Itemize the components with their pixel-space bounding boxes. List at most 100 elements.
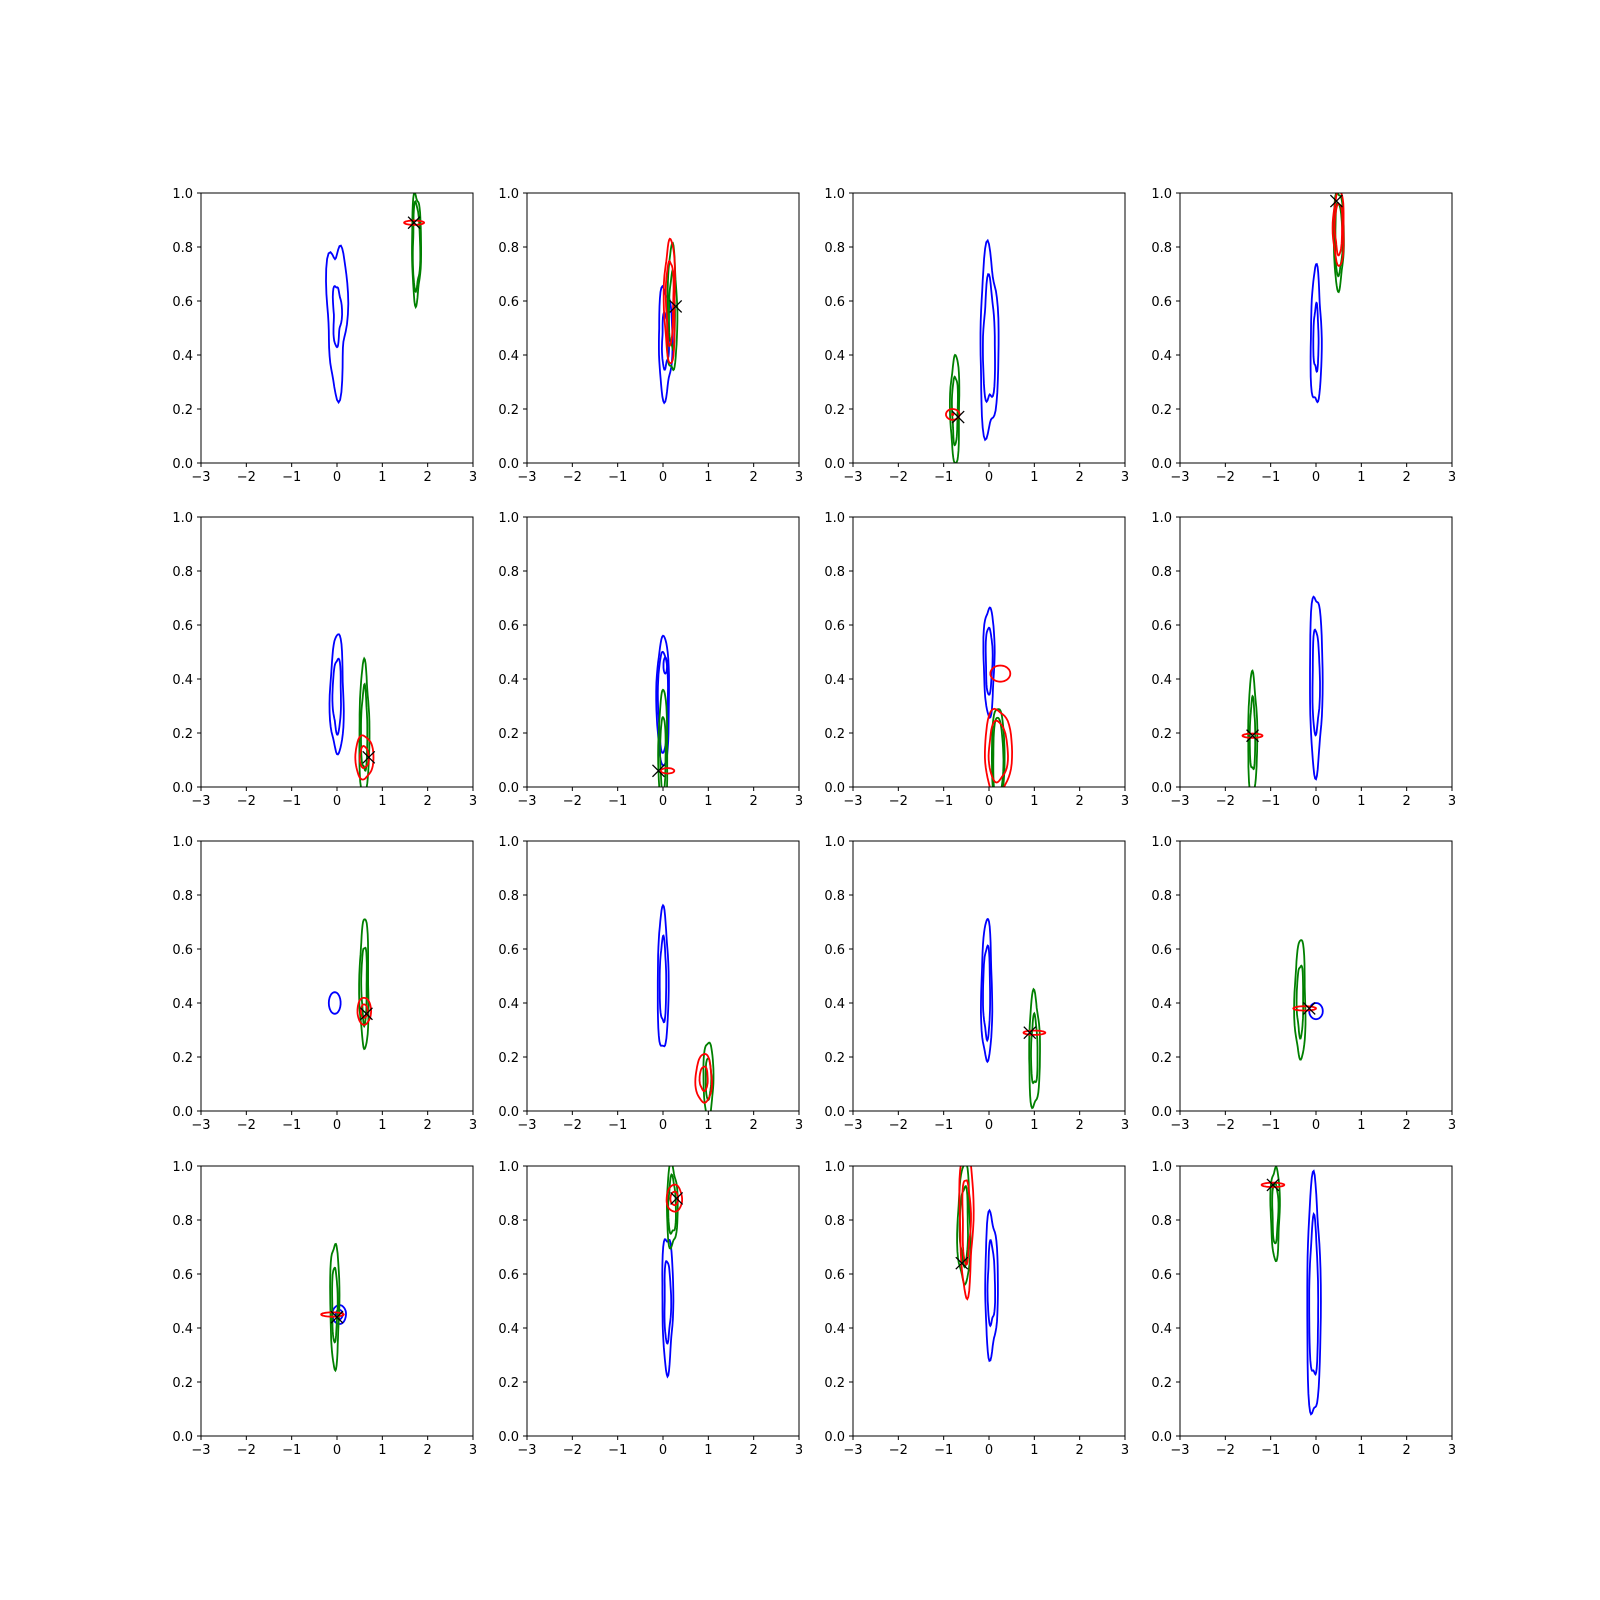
x-marker (330, 1310, 344, 1324)
blue-contour (1311, 628, 1321, 737)
x-tick-label: 1 (1030, 1118, 1038, 1133)
y-tick-label: 0.4 (1151, 349, 1172, 364)
x-tick-label: 2 (1403, 1443, 1411, 1458)
x-tick-label: 2 (1403, 794, 1411, 809)
y-tick-label: 0.8 (1151, 1214, 1172, 1229)
x-tick-label: −1 (608, 1118, 627, 1133)
red-contour (1241, 732, 1264, 739)
subplot-11: −3 −2 −1 0 1 2 3 0.0 0.2 0.4 0.6 0.8 1.0 (824, 835, 1129, 1133)
x-tick-label: 0 (985, 1443, 993, 1458)
blue-contour (331, 285, 344, 349)
x-tick-label: 3 (1448, 1118, 1456, 1133)
x-tick-label: −1 (1261, 1118, 1280, 1133)
x-tick-label: 2 (424, 1118, 432, 1133)
x-tick-label: −3 (843, 1118, 862, 1133)
y-tick-label: 0.6 (498, 619, 519, 634)
x-tick-label: 3 (1448, 1443, 1456, 1458)
red-contour (356, 997, 373, 1026)
y-tick-label: 0.2 (172, 1051, 193, 1066)
subplot-3: −3 −2 −1 0 1 2 3 0.0 0.2 0.4 0.6 0.8 1.0 (824, 187, 1129, 485)
x-tick-label: −2 (889, 1443, 908, 1458)
axes-frame (1179, 840, 1453, 1112)
y-tick-label: 0.2 (824, 1051, 845, 1066)
x-tick-label: 0 (1312, 1118, 1320, 1133)
x-tick-label: 0 (985, 1118, 993, 1133)
y-tick-label: 0.6 (824, 1268, 845, 1283)
x-tick-label: −2 (563, 470, 582, 485)
green-contour (411, 193, 422, 310)
plot-area (945, 238, 1000, 463)
y-tick-label: 0.6 (824, 943, 845, 958)
x-tick-label: −1 (1261, 470, 1280, 485)
blue-contour (663, 1260, 673, 1345)
x-tick-label: 3 (469, 794, 477, 809)
x-tick-label: 0 (659, 1118, 667, 1133)
x-tick-label: 0 (985, 470, 993, 485)
y-tick-label: 1.0 (172, 1160, 193, 1175)
y-tick-label: 0.0 (824, 781, 845, 796)
subplot-15: −3 −2 −1 0 1 2 3 0.0 0.2 0.4 0.6 0.8 1.0 (824, 1160, 1129, 1458)
y-tick-label: 0.4 (498, 1322, 519, 1337)
red-contour (1022, 1029, 1047, 1036)
y-tick-label: 0.0 (824, 1430, 845, 1445)
blue-contour (328, 633, 345, 756)
x-tick-label: −1 (282, 794, 301, 809)
y-tick-label: 1.0 (1151, 1160, 1172, 1175)
y-tick-label: 1.0 (172, 835, 193, 850)
green-contour (360, 682, 369, 772)
y-tick-label: 0.0 (172, 1105, 193, 1120)
x-tick-label: 3 (795, 470, 803, 485)
y-tick-label: 0.2 (172, 403, 193, 418)
x-tick-label: −2 (563, 1118, 582, 1133)
x-tick-label: −2 (237, 794, 256, 809)
x-marker (1302, 1001, 1316, 1015)
green-contour (358, 918, 370, 1051)
x-tick-label: 0 (1312, 1443, 1320, 1458)
y-tick-label: 0.4 (824, 997, 845, 1012)
x-tick-label: 1 (378, 794, 386, 809)
green-contour (360, 946, 368, 1029)
y-tick-label: 0.0 (1151, 781, 1172, 796)
y-tick-label: 0.4 (498, 349, 519, 364)
x-tick-label: 1 (378, 1118, 386, 1133)
x-tick-label: −2 (889, 470, 908, 485)
x-tick-label: 3 (795, 1118, 803, 1133)
y-tick-label: 0.8 (824, 241, 845, 256)
green-contour (1248, 694, 1257, 771)
x-tick-label: 1 (1357, 1118, 1365, 1133)
plot-area (320, 1242, 347, 1373)
subplot-12: −3 −2 −1 0 1 2 3 0.0 0.2 0.4 0.6 0.8 1.0 (1151, 835, 1456, 1133)
x-tick-label: −1 (934, 1443, 953, 1458)
green-contour (329, 1242, 341, 1373)
y-tick-label: 0.2 (1151, 403, 1172, 418)
x-tick-label: −2 (889, 794, 908, 809)
subplot-16: −3 −2 −1 0 1 2 3 0.0 0.2 0.4 0.6 0.8 1.0 (1151, 1160, 1456, 1458)
x-tick-label: 1 (1030, 1443, 1038, 1458)
x-tick-label: −3 (191, 1443, 210, 1458)
y-tick-label: 0.6 (1151, 943, 1172, 958)
x-tick-label: 2 (1403, 1118, 1411, 1133)
x-marker (1266, 1178, 1280, 1192)
y-tick-label: 1.0 (824, 511, 845, 526)
x-tick-label: −3 (517, 794, 536, 809)
y-tick-label: 0.8 (1151, 241, 1172, 256)
y-tick-label: 0.2 (172, 727, 193, 742)
plot-area (1309, 193, 1345, 404)
blue-contour (984, 626, 994, 696)
x-tick-label: −3 (1170, 470, 1189, 485)
blue-contour (979, 238, 1000, 442)
x-marker (1023, 1026, 1037, 1040)
blue-contour (984, 1208, 999, 1363)
y-tick-label: 0.6 (172, 943, 193, 958)
x-tick-label: 3 (1448, 794, 1456, 809)
green-contour (1271, 1181, 1280, 1245)
y-tick-label: 0.0 (498, 1430, 519, 1445)
y-tick-label: 0.4 (172, 1322, 193, 1337)
x-tick-label: −1 (282, 470, 301, 485)
x-tick-label: 0 (659, 794, 667, 809)
y-tick-label: 0.2 (498, 1051, 519, 1066)
x-tick-label: 2 (750, 794, 758, 809)
y-tick-label: 0.4 (172, 673, 193, 688)
green-contour (1269, 1166, 1281, 1263)
y-tick-label: 0.6 (498, 295, 519, 310)
